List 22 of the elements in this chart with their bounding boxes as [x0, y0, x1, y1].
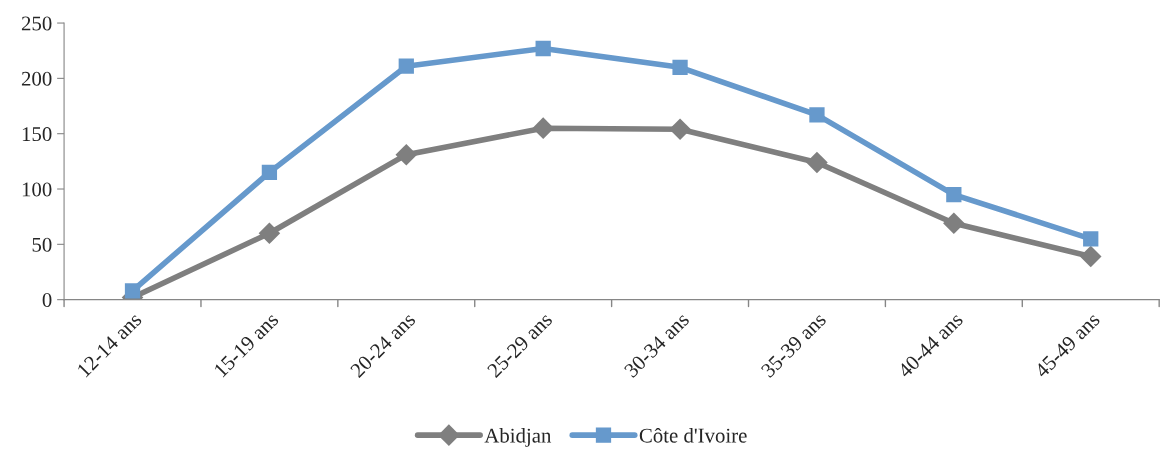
point [946, 186, 962, 203]
point [1083, 231, 1099, 247]
point [669, 118, 691, 141]
y-tick-label: 200 [21, 71, 52, 86]
y-tick-label: 150 [22, 127, 52, 142]
point [535, 40, 551, 57]
point [395, 143, 418, 166]
point [261, 164, 278, 181]
legend-label: Côte d'Ivoire [639, 427, 747, 443]
point [532, 117, 554, 139]
point [398, 58, 414, 74]
point [1079, 245, 1102, 268]
point [809, 107, 825, 123]
point [672, 59, 688, 75]
y-tick-label: 100 [22, 182, 52, 197]
y-tick-label: 0 [42, 293, 52, 308]
legend-label: Abidjan [484, 427, 552, 447]
y-tick-label: 50 [32, 237, 52, 252]
point [806, 151, 828, 174]
point [258, 222, 281, 245]
y-tick-label: 250 [21, 16, 52, 31]
point [943, 212, 965, 235]
